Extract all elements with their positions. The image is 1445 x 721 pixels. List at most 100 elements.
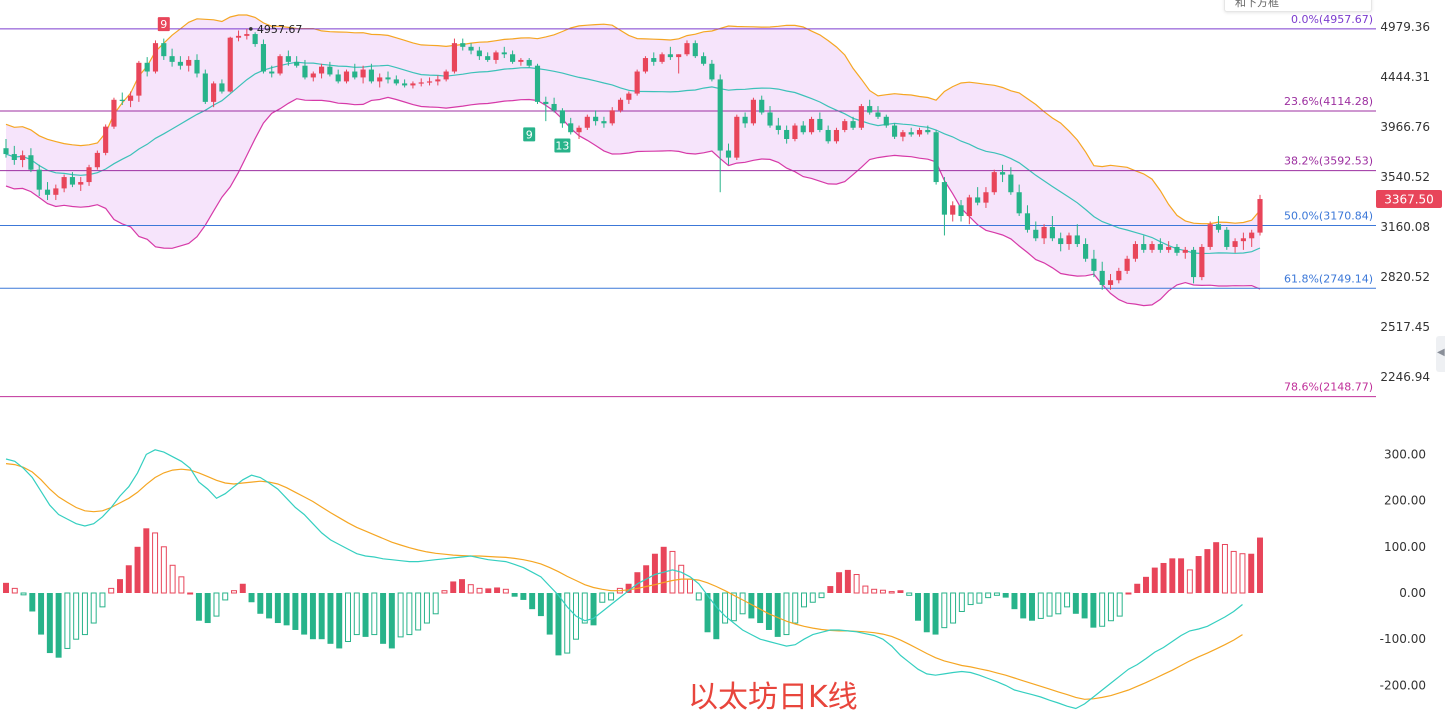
td-count-badge bbox=[157, 17, 170, 32]
candle-body bbox=[676, 54, 682, 58]
candle bbox=[435, 75, 441, 86]
macd-histogram-bar bbox=[1099, 592, 1106, 627]
candle bbox=[734, 114, 740, 161]
candle-body bbox=[1174, 246, 1180, 253]
candle bbox=[20, 150, 26, 168]
candle bbox=[750, 97, 756, 126]
candle bbox=[1008, 167, 1014, 195]
candle bbox=[725, 143, 732, 165]
candle-body bbox=[941, 182, 947, 215]
candle-body bbox=[651, 58, 657, 62]
candle bbox=[385, 71, 391, 84]
macd-histogram-bar bbox=[537, 593, 544, 617]
fibonacci-levels: 0.0%(4957.67) 23.6%(4114.28) 38.2%(3592.53… bbox=[0, 13, 1376, 398]
candle-body bbox=[1049, 227, 1055, 239]
macd-histogram-bar bbox=[1221, 543, 1228, 594]
candle bbox=[593, 110, 599, 126]
macd-histogram-bar bbox=[38, 593, 45, 635]
candle bbox=[667, 46, 673, 60]
macd-histogram-bar bbox=[169, 564, 176, 594]
macd-histogram-bar bbox=[108, 587, 115, 594]
macd-histogram-bar bbox=[581, 592, 588, 624]
candle-body bbox=[219, 83, 225, 92]
high-marker bbox=[249, 27, 253, 31]
candlesticks bbox=[3, 28, 1263, 290]
macd-dea-line bbox=[5, 463, 1243, 700]
candle-body bbox=[734, 116, 740, 158]
candle-body bbox=[1207, 224, 1213, 247]
candle bbox=[426, 77, 433, 86]
candle bbox=[883, 114, 889, 128]
candle bbox=[858, 103, 864, 130]
macd-histogram-bar bbox=[380, 593, 387, 644]
macd-histogram-bar bbox=[397, 592, 404, 638]
candle-body bbox=[20, 155, 26, 161]
candle-body bbox=[235, 35, 242, 38]
candle-body bbox=[568, 123, 574, 133]
candle-body bbox=[11, 154, 17, 161]
candle-body bbox=[717, 79, 723, 151]
candle bbox=[1240, 232, 1246, 250]
macd-histogram-bar bbox=[625, 583, 632, 593]
fib-label: 78.6%(2148.77) bbox=[1284, 381, 1373, 394]
candle-body bbox=[1099, 270, 1105, 285]
candle-body bbox=[368, 69, 374, 82]
candle-body bbox=[526, 59, 532, 66]
candle-body bbox=[1157, 244, 1163, 250]
candle bbox=[36, 164, 42, 197]
candle bbox=[1124, 255, 1130, 274]
candle bbox=[211, 81, 217, 108]
macd-histogram-bar bbox=[748, 593, 755, 619]
macd-histogram-bar bbox=[309, 593, 316, 640]
candle-body bbox=[119, 99, 125, 101]
chart-annotations: 4957.67 9 9 13 bbox=[157, 17, 571, 153]
macd-histogram-bar bbox=[117, 579, 123, 593]
macd-histogram-bar bbox=[888, 591, 895, 594]
candle bbox=[983, 187, 989, 208]
macd-histogram-bar bbox=[274, 593, 281, 624]
candle-body bbox=[260, 44, 267, 72]
candle bbox=[518, 58, 524, 66]
candle bbox=[343, 69, 350, 84]
candle bbox=[393, 75, 399, 86]
candle bbox=[966, 194, 972, 225]
macd-histogram-bar bbox=[415, 592, 422, 631]
candle-body bbox=[534, 65, 541, 102]
macd-histogram-bar bbox=[564, 592, 571, 654]
candle-body bbox=[1257, 199, 1263, 233]
candle bbox=[833, 127, 840, 144]
candle-body bbox=[302, 65, 308, 78]
candle-body bbox=[136, 62, 142, 96]
candle bbox=[534, 63, 541, 104]
candle bbox=[460, 38, 466, 51]
macd-dif-line bbox=[5, 449, 1243, 710]
macd-histogram-bar bbox=[11, 587, 18, 594]
candle bbox=[1224, 227, 1230, 250]
candle bbox=[584, 114, 590, 130]
macd-histogram-bar bbox=[520, 593, 527, 600]
candle bbox=[260, 39, 267, 74]
candle bbox=[601, 116, 607, 128]
candle-body bbox=[1116, 270, 1122, 281]
macd-histogram-bar bbox=[546, 593, 553, 635]
candle-body bbox=[1058, 238, 1064, 245]
bollinger-fill bbox=[6, 15, 1260, 306]
macd-histogram-bar bbox=[467, 584, 474, 594]
macd-histogram-bar bbox=[125, 565, 132, 593]
current-price-label: 3367.50 bbox=[1384, 193, 1434, 207]
candle-body bbox=[1074, 235, 1080, 245]
macd-histogram-bar bbox=[1230, 550, 1237, 594]
macd-histogram-bar bbox=[73, 592, 80, 640]
candle bbox=[742, 112, 748, 128]
macd-panel: 300.00 200.00 100.00 0.00 -100.00 -200.00 bbox=[3, 447, 1426, 710]
candle bbox=[368, 63, 374, 84]
macd-histogram-bar bbox=[353, 592, 360, 636]
candle-body bbox=[377, 77, 383, 82]
macd-histogram-bar bbox=[81, 592, 88, 636]
candle bbox=[1058, 232, 1064, 252]
candle-body bbox=[742, 116, 748, 124]
side-panel-toggle[interactable]: ◀ bbox=[1436, 336, 1445, 372]
candle-body bbox=[584, 116, 590, 128]
macd-histogram-bar bbox=[502, 588, 509, 594]
candle bbox=[1083, 238, 1089, 262]
